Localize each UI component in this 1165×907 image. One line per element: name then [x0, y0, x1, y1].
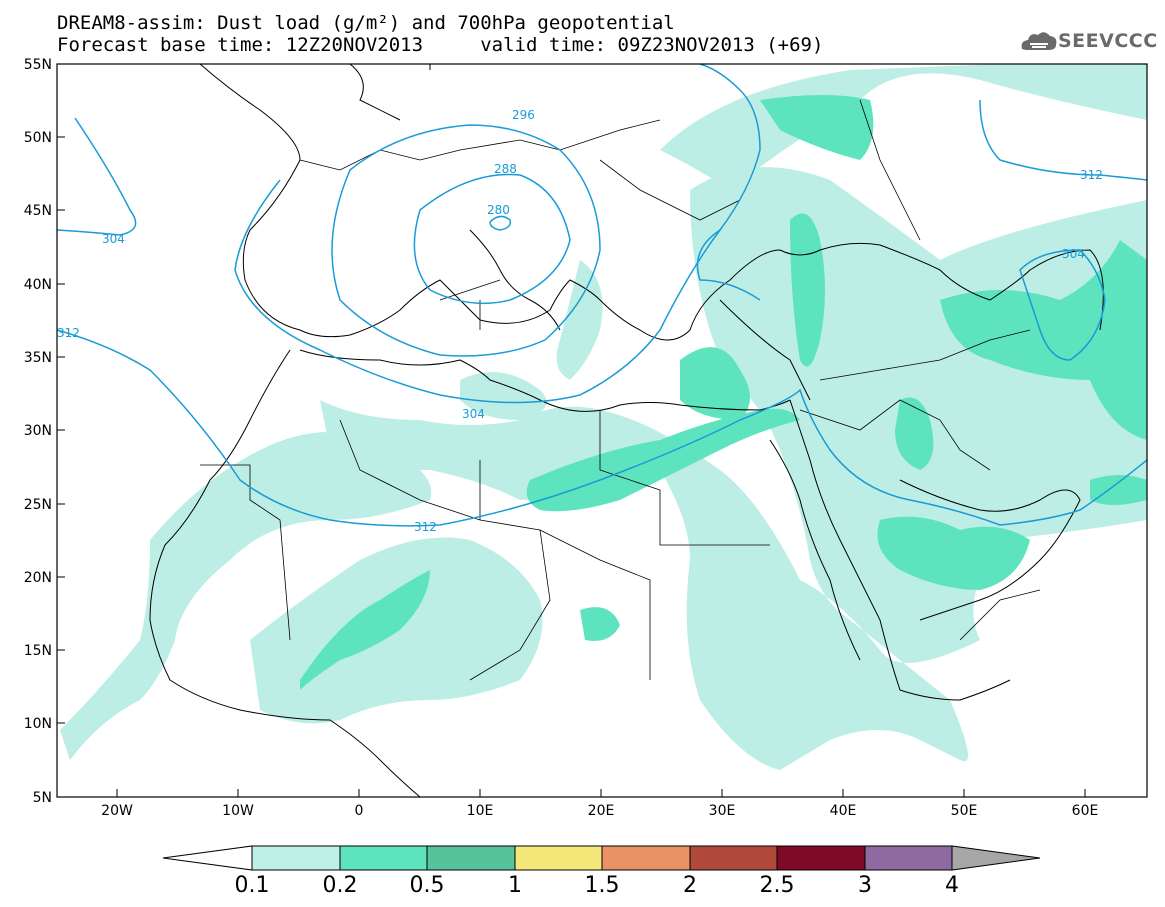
- contour-label: 296: [512, 108, 535, 122]
- lon-label: 0: [355, 803, 364, 819]
- colorbar-label: 2.5: [760, 873, 795, 898]
- lat-label: 5N: [33, 790, 52, 806]
- colorbar-swatch: [776, 845, 866, 871]
- contour-label: 280: [487, 203, 510, 217]
- colorbar-label: 0.2: [323, 873, 358, 898]
- contour-label: 312: [57, 326, 80, 340]
- cloud-icon: [1021, 32, 1057, 50]
- lat-label: 10N: [24, 716, 52, 732]
- colorbar-swatch: [864, 845, 953, 871]
- axis-ticks: [57, 63, 1086, 797]
- lon-label: 20W: [101, 803, 133, 819]
- country-borders: [200, 99, 1041, 681]
- colorbar: 0.1 0.2 0.5 1 1.5 2 2.5 3 4: [162, 845, 1041, 898]
- colorbar-label: 0.5: [410, 873, 445, 898]
- colorbar-swatch: [339, 845, 428, 871]
- contour-label: 312: [414, 520, 437, 534]
- colorbar-label: 3: [858, 873, 872, 898]
- colorbar-swatch: [689, 845, 778, 871]
- colorbar-swatch: [601, 845, 691, 871]
- lon-label: 50E: [951, 803, 978, 819]
- contour-label: 304: [102, 232, 125, 246]
- forecast-time-line: Forecast base time: 12Z20NOV2013 valid t…: [57, 34, 824, 56]
- geopotential-contours: [57, 64, 1147, 527]
- lon-label: 20E: [588, 803, 615, 819]
- colorbar-label: 0.1: [235, 873, 270, 898]
- lon-label: 60E: [1072, 803, 1099, 819]
- lat-label: 50N: [24, 130, 52, 146]
- lon-label: 10E: [467, 803, 494, 819]
- latitude-labels: 55N 50N 45N 40N 35N 30N 25N 20N 15N 10N …: [24, 57, 52, 806]
- lat-label: 45N: [24, 203, 52, 219]
- lat-label: 25N: [24, 497, 52, 513]
- lon-label: 30E: [709, 803, 736, 819]
- contour-labels: 296 288 280 304 312 304 304 312 312: [57, 108, 1103, 534]
- colorbar-label: 1: [508, 873, 522, 898]
- contour-label: 304: [1062, 247, 1085, 261]
- lat-label: 15N: [24, 643, 52, 659]
- contour-label: 288: [494, 162, 517, 176]
- colorbar-swatch: [251, 845, 341, 871]
- lon-label: 40E: [830, 803, 857, 819]
- contour-label: 304: [462, 407, 485, 421]
- lat-label: 40N: [24, 277, 52, 293]
- colorbar-swatch: [426, 845, 516, 871]
- colorbar-over-triangle: [951, 845, 1041, 871]
- colorbar-under-triangle: [162, 845, 253, 871]
- lat-label: 20N: [24, 570, 52, 586]
- longitude-labels: 20W 10W 0 10E 20E 30E 40E 50E 60E: [101, 803, 1098, 819]
- dust-field-mid: [300, 95, 1147, 690]
- logo-text: SEEVCCC: [1058, 30, 1158, 52]
- lon-label: 10W: [222, 803, 254, 819]
- lat-label: 30N: [24, 423, 52, 439]
- colorbar-swatch: [514, 845, 603, 871]
- lat-label: 55N: [24, 57, 52, 73]
- colorbar-label: 4: [945, 873, 959, 898]
- map-title: DREAM8-assim: Dust load (g/m²) and 700hP…: [57, 12, 675, 34]
- dust-field-light: [60, 64, 1147, 771]
- colorbar-label: 1.5: [585, 873, 620, 898]
- lat-label: 35N: [24, 350, 52, 366]
- contour-label: 312: [1080, 168, 1103, 182]
- colorbar-label: 2: [683, 873, 697, 898]
